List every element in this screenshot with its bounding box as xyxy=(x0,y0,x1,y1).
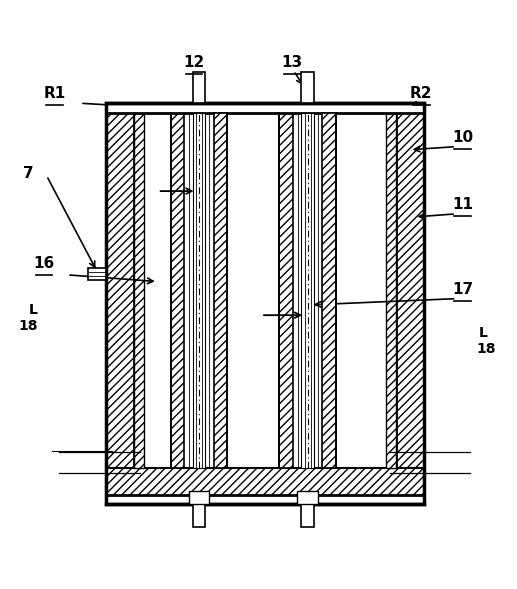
Bar xyxy=(301,504,314,527)
Text: L: L xyxy=(479,326,488,340)
Bar xyxy=(171,112,184,468)
Bar xyxy=(193,72,205,103)
Text: 18: 18 xyxy=(476,342,496,356)
Bar xyxy=(189,491,209,504)
Bar xyxy=(297,491,318,504)
Text: R2: R2 xyxy=(410,85,433,101)
Bar xyxy=(323,112,336,468)
Text: 12: 12 xyxy=(183,55,205,70)
Bar xyxy=(396,103,424,504)
Text: R1: R1 xyxy=(43,85,66,101)
Bar xyxy=(106,495,424,504)
Bar xyxy=(386,112,396,468)
Text: 16: 16 xyxy=(33,256,55,272)
Bar xyxy=(301,72,314,103)
Bar xyxy=(193,504,205,527)
Bar xyxy=(88,268,106,280)
Text: 7: 7 xyxy=(23,166,34,180)
Text: 13: 13 xyxy=(282,55,302,70)
Bar xyxy=(134,112,144,468)
Bar xyxy=(106,103,134,504)
Bar xyxy=(301,112,314,468)
Text: 10: 10 xyxy=(452,130,473,144)
Text: L: L xyxy=(29,303,38,317)
Bar xyxy=(106,468,424,504)
Text: 11: 11 xyxy=(452,197,473,212)
Text: 18: 18 xyxy=(19,319,38,333)
Bar xyxy=(193,112,205,468)
Bar xyxy=(106,103,424,112)
Bar xyxy=(214,112,227,468)
Text: 17: 17 xyxy=(452,282,473,297)
Bar xyxy=(106,103,424,504)
Bar xyxy=(279,112,293,468)
